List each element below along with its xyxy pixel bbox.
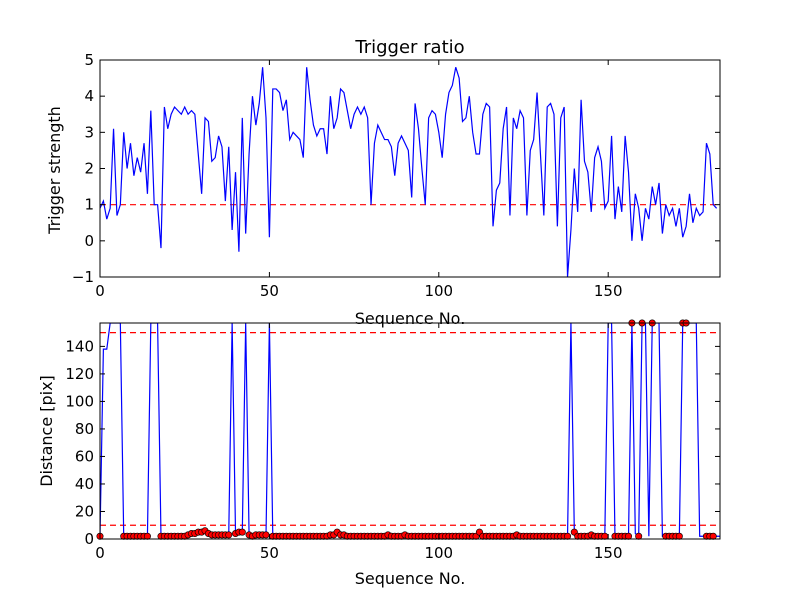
bottom-data-point <box>564 532 572 540</box>
bottom-x-tick-label: 150 <box>594 544 623 562</box>
bottom-y-tick-label: 140 <box>65 337 94 355</box>
bottom-x-tick-label: 100 <box>424 544 453 562</box>
bottom-y-tick-label: 80 <box>75 420 94 438</box>
bottom-data-point <box>675 532 683 540</box>
top-y-tick-label: 0 <box>84 232 94 250</box>
bottom-plot-frame <box>99 322 721 540</box>
top-y-tick-label: 2 <box>84 160 94 178</box>
bottom-plot-marks <box>96 319 720 540</box>
top-y-tick-label: −1 <box>72 268 94 286</box>
bottom-data-point <box>143 532 151 540</box>
bottom-y-tick-label: 100 <box>65 392 94 410</box>
bottom-y-tick-label: 120 <box>65 365 94 383</box>
bottom-y-tick-label: 20 <box>75 502 94 520</box>
bottom-x-axis-label: Sequence No. <box>355 569 466 588</box>
top-x-axis-label: Sequence No. <box>355 309 466 328</box>
bottom-data-point <box>625 532 633 540</box>
top-x-tick-label: 150 <box>594 282 623 300</box>
bottom-x-tick-label: 0 <box>95 544 105 562</box>
top-y-tick-label: 5 <box>84 51 94 69</box>
bottom-data-point <box>238 528 246 536</box>
bottom-series-line-0 <box>100 323 720 538</box>
chart-title: Trigger ratio <box>354 37 464 58</box>
bottom-y-tick-label: 0 <box>84 530 94 548</box>
top-plot-marks <box>100 67 720 277</box>
bottom-data-point <box>225 531 233 539</box>
top-y-tick-label: 1 <box>84 196 94 214</box>
top-series-line-0 <box>100 67 718 277</box>
top-x-tick-label: 100 <box>424 282 453 300</box>
bottom-y-tick-label: 60 <box>75 447 94 465</box>
top-plot-frame <box>99 59 721 278</box>
bottom-axis-ticks: 0 50 100 150 0 20 40 60 80 100 120 140 <box>65 323 720 562</box>
top-x-tick-label: 0 <box>95 282 105 300</box>
top-x-tick-label: 50 <box>260 282 279 300</box>
top-y-tick-label: 4 <box>84 87 94 105</box>
bottom-data-point <box>262 531 270 539</box>
bottom-data-point <box>635 532 643 540</box>
bottom-y-tick-label: 40 <box>75 475 94 493</box>
bottom-data-point <box>709 532 717 540</box>
bottom-x-tick-label: 50 <box>260 544 279 562</box>
top-y-axis-label: Trigger strength <box>45 106 64 235</box>
distance-chart: 0 50 100 150 0 20 40 60 80 100 120 140 Sequence No.… <box>37 319 721 588</box>
bottom-data-point <box>601 532 609 540</box>
top-y-tick-label: 3 <box>84 123 94 141</box>
bottom-y-axis-label: Distance [pix] <box>37 375 56 487</box>
